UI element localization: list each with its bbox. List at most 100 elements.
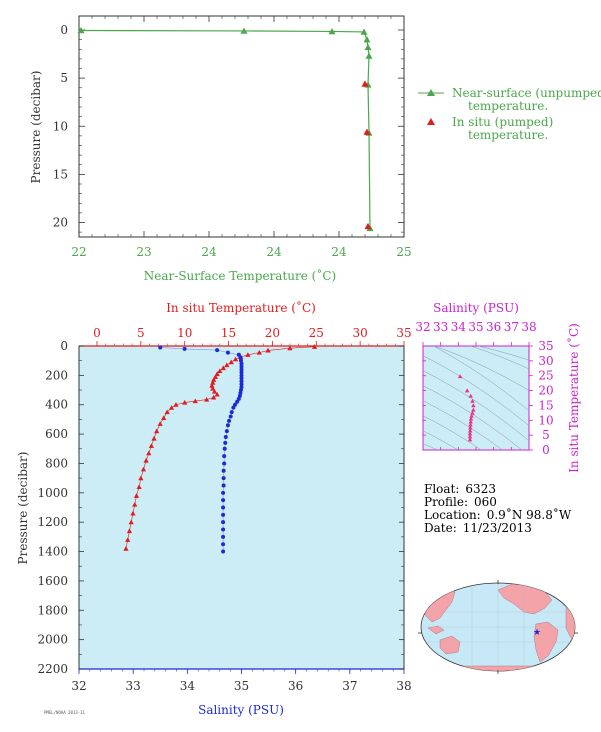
salinity-point: [221, 520, 226, 525]
near-surface-unpumped-point: [77, 26, 85, 34]
salinity-point: [239, 367, 244, 372]
near-surface-x-ticks: 22 23 24 24 24 25: [71, 16, 412, 259]
near-surface-x-tick-label: 22: [71, 245, 86, 259]
legend-label-unpumped: Near-surface (unpumped) temperature.: [452, 86, 601, 113]
temperature-point: [126, 528, 133, 534]
world-map: ★: [418, 580, 578, 674]
near-surface-unpumped-point: [364, 43, 372, 51]
near-surface-unpumped-point: [365, 52, 373, 59]
temperature-point: [214, 371, 220, 376]
temperature-point: [214, 391, 220, 397]
salinity-point: [221, 476, 226, 481]
ts-temperature-tick-label: 35: [538, 339, 553, 353]
temperature-point: [211, 394, 217, 400]
salinity-axis-label: Salinity (PSU): [198, 703, 284, 717]
temperature-point: [136, 484, 142, 490]
float-info-location: Location: 0.9˚N 98.8˚W: [424, 507, 572, 522]
near-surface-x-tick-label: 25: [396, 245, 411, 259]
temperature-point: [128, 519, 134, 525]
temperature-ticks: 0 5 10 15 20 25 30 35: [93, 326, 412, 346]
salinity-point: [221, 490, 226, 495]
float-info-float: Float: 6323: [424, 482, 496, 496]
near-surface-unpumped-point: [240, 27, 248, 34]
pressure-tick-label: 400: [45, 398, 68, 412]
salinity-point: [221, 483, 226, 488]
temperature-point: [168, 405, 175, 410]
near-surface-y-tick-label: 10: [53, 119, 68, 133]
near-surface-x-label: Near-Surface Temperature (˚C): [144, 268, 336, 283]
temperature-point: [232, 356, 239, 362]
ts-point: [468, 422, 473, 427]
temperature-point: [123, 546, 129, 551]
ts-salinity-tick-label: 34: [451, 320, 467, 334]
float-info-profile: Profile: 060: [424, 495, 497, 509]
salinity-tick-label: 35: [234, 679, 249, 693]
salinity-point: [225, 423, 230, 428]
temperature-point: [224, 362, 230, 368]
map-graticule: [421, 583, 575, 671]
ts-temperature-tick-label: 5: [542, 428, 550, 442]
near-surface-y-tick-label: 15: [53, 167, 68, 181]
ts-point: [468, 425, 473, 430]
ts-temperature-label: In situ Temperature (˚C): [566, 323, 581, 473]
temperature-point: [138, 475, 144, 481]
salinity-tick-label: 33: [126, 679, 141, 693]
ts-point: [457, 374, 463, 379]
near-surface-pumped-point: [363, 128, 371, 135]
near-surface-y-tick-label: 5: [60, 71, 68, 85]
salinity-point: [239, 361, 244, 366]
temperature-point: [154, 428, 160, 434]
pressure-tick-label: 2000: [37, 633, 68, 647]
ts-salinity-label: Salinity (PSU): [433, 301, 519, 315]
ts-point: [469, 413, 474, 418]
salinity-point: [221, 505, 226, 510]
salinity-point: [239, 370, 244, 375]
temperature-point: [245, 352, 251, 357]
near-surface-pumped-point: [361, 80, 369, 87]
salinity-point: [221, 534, 226, 539]
temperature-point: [125, 537, 131, 542]
pressure-axis-label: Pressure (decibar): [16, 452, 30, 565]
temperature-point: [164, 409, 170, 415]
near-surface-y-label: Pressure (decibar): [29, 71, 43, 184]
legend-label-pumped: In situ (pumped) temperature.: [452, 115, 557, 142]
pressure-tick-label: 1000: [37, 486, 68, 500]
temperature-axis-label: In situ Temperature (˚C): [166, 300, 316, 315]
salinity-point: [222, 454, 227, 459]
pressure-tick-label: 1600: [37, 574, 68, 588]
salinity-point: [239, 364, 244, 369]
temperature-point: [217, 368, 223, 374]
pressure-tick-label: 0: [60, 339, 68, 353]
temperature-point: [211, 377, 217, 382]
ts-point: [467, 428, 473, 433]
ts-salinity-tick-label: 33: [433, 320, 448, 334]
float-location-star-icon: ★: [533, 628, 541, 638]
salinity-point: [227, 418, 232, 423]
salinity-point: [239, 379, 244, 384]
temperature-point: [146, 450, 152, 456]
deep-profile-plot-area: [78, 345, 405, 670]
ts-series: [457, 374, 476, 442]
salinity-tick-label: 38: [396, 679, 411, 693]
salinity-point: [233, 402, 237, 407]
legend-marker-pumped: [427, 118, 435, 125]
temperature-tick-label: 5: [137, 326, 145, 340]
pressure-tick-label: 800: [45, 456, 68, 470]
ts-temperature-tick-label: 10: [538, 413, 553, 427]
footer-code: PMEL/NOAA 2013-11: [44, 710, 86, 715]
ts-point: [467, 434, 473, 439]
near-surface-x-tick-label: 24: [266, 245, 282, 259]
salinity-ticks: 32 33 34 35 36 37 38: [71, 669, 412, 693]
near-surface-plot-area: [78, 15, 405, 238]
pressure-tick-label: 600: [45, 427, 68, 441]
salinity-point: [182, 346, 187, 351]
ts-point: [468, 393, 473, 398]
temperature-tick-label: 15: [221, 326, 236, 340]
salinity-point: [225, 350, 230, 355]
temperature-point: [265, 347, 271, 353]
temperature-point: [211, 388, 218, 394]
ts-point: [471, 407, 476, 412]
ts-point: [470, 398, 475, 403]
